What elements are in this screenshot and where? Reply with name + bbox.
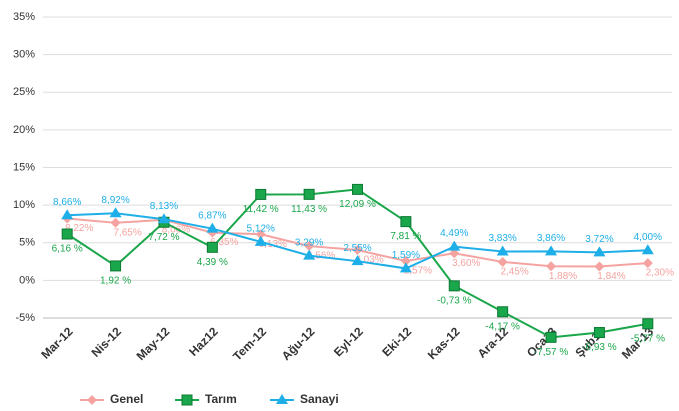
marker: [496, 245, 509, 256]
marker: [109, 207, 122, 218]
marker: [352, 183, 363, 195]
x-tick-label: Mar-12: [38, 324, 75, 361]
data-label: 2,45%: [500, 267, 528, 278]
data-label: 3,29%: [295, 237, 323, 248]
marker: [206, 241, 218, 253]
marker: [254, 235, 267, 246]
marker: [448, 240, 461, 251]
data-label: 2,57%: [404, 266, 432, 277]
marker: [110, 260, 122, 272]
data-label: 8,66%: [53, 197, 81, 208]
data-label: -5,77 %: [631, 333, 666, 344]
data-label: 12,09 %: [339, 199, 376, 210]
y-tick-label: 20%: [13, 124, 35, 136]
marker: [255, 188, 267, 200]
x-tick-label: Kas-12: [425, 324, 463, 362]
marker: [157, 213, 170, 224]
marker: [399, 262, 412, 273]
y-tick-label: 10%: [13, 199, 35, 211]
x-tick-label: Eki-12: [379, 324, 414, 359]
data-label: 3,60%: [452, 258, 480, 269]
series: 6,16 % 1,92 % 7,72 % 4,39 % 11,42 % 11,43 % 12…: [52, 183, 666, 358]
legend-label: Sanayi: [300, 392, 339, 406]
data-label: 8,22%: [65, 223, 93, 234]
marker: [642, 318, 654, 330]
y-tick-label: 35%: [13, 11, 35, 23]
data-label: 7,81 %: [390, 231, 421, 242]
data-label: 4,03%: [355, 255, 383, 266]
data-label: 4,00%: [634, 232, 662, 243]
marker: [497, 306, 509, 318]
data-label: 8,92%: [101, 195, 129, 206]
data-label: 7,65%: [113, 227, 141, 238]
data-label: 6,35%: [210, 237, 238, 248]
marker: [303, 188, 315, 200]
data-label: -6,93 %: [582, 342, 617, 353]
data-label: 3,72%: [585, 234, 613, 245]
data-label: 11,43 %: [291, 204, 327, 215]
marker: [110, 217, 121, 228]
data-label: 6,87%: [198, 210, 226, 221]
data-label: -4,17 %: [485, 321, 520, 332]
x-tick-label: Tem-12: [230, 324, 269, 363]
marker: [400, 216, 412, 228]
legend-label: Tarım: [205, 392, 237, 406]
marker: [449, 248, 460, 259]
marker: [206, 222, 219, 233]
marker: [642, 258, 653, 269]
marker: [181, 394, 193, 406]
marker: [545, 245, 558, 256]
data-label: 5,12%: [247, 223, 275, 234]
marker: [593, 246, 606, 257]
marker: [641, 244, 654, 255]
y-tick-label: 5%: [19, 237, 35, 249]
marker: [497, 256, 508, 267]
data-label: 1,88%: [549, 271, 577, 282]
marker: [593, 327, 605, 339]
x-tick-label: Eyl-12: [331, 324, 366, 359]
y-tick-label: 30%: [13, 49, 35, 61]
marker: [303, 249, 316, 260]
x-tick-label: May-12: [134, 324, 173, 363]
data-label: -7,57 %: [534, 347, 569, 358]
marker: [276, 394, 288, 404]
data-label: 1,84%: [597, 271, 625, 282]
data-label: 4,49%: [440, 228, 468, 239]
marker: [61, 209, 74, 220]
marker: [352, 245, 363, 256]
marker: [545, 331, 557, 343]
x-tick-label: Ağu-12: [279, 324, 318, 363]
data-label: 2,55%: [343, 243, 371, 254]
data-label: 7,72 %: [148, 232, 179, 243]
marker: [87, 395, 97, 405]
y-tick-label: 25%: [13, 86, 35, 98]
data-label: 6,16 %: [52, 244, 83, 255]
x-tick-label: Nis-12: [89, 324, 125, 360]
marker: [400, 256, 411, 267]
marker: [351, 255, 364, 266]
data-label: 1,59%: [392, 250, 420, 261]
x-tick-label: Haz12: [186, 324, 221, 359]
marker: [546, 261, 557, 272]
y-tick-label: 15%: [13, 161, 35, 173]
data-label: 11,42 %: [243, 204, 279, 215]
marker: [448, 280, 460, 292]
data-label: 8,13%: [150, 201, 178, 212]
data-label: -0,73 %: [437, 296, 472, 307]
series: 8,66% 8,92% 8,13% 6,87% 5,12% 3,29% 2,55% 1,59%…: [53, 195, 662, 273]
marker: [594, 261, 605, 272]
data-label: 3,86%: [537, 233, 565, 244]
y-tick-label: -5%: [15, 312, 35, 324]
data-label: 1,92 %: [100, 276, 131, 287]
data-label: 4,39 %: [197, 257, 228, 268]
data-label: 8,06%: [162, 224, 190, 235]
y-tick-label: 0%: [19, 274, 35, 286]
marker: [255, 229, 266, 240]
marker: [61, 228, 73, 240]
data-label: 3,83%: [488, 233, 516, 244]
data-label: 2,30%: [646, 268, 674, 279]
marker: [304, 241, 315, 252]
legend-label: Genel: [110, 392, 143, 406]
